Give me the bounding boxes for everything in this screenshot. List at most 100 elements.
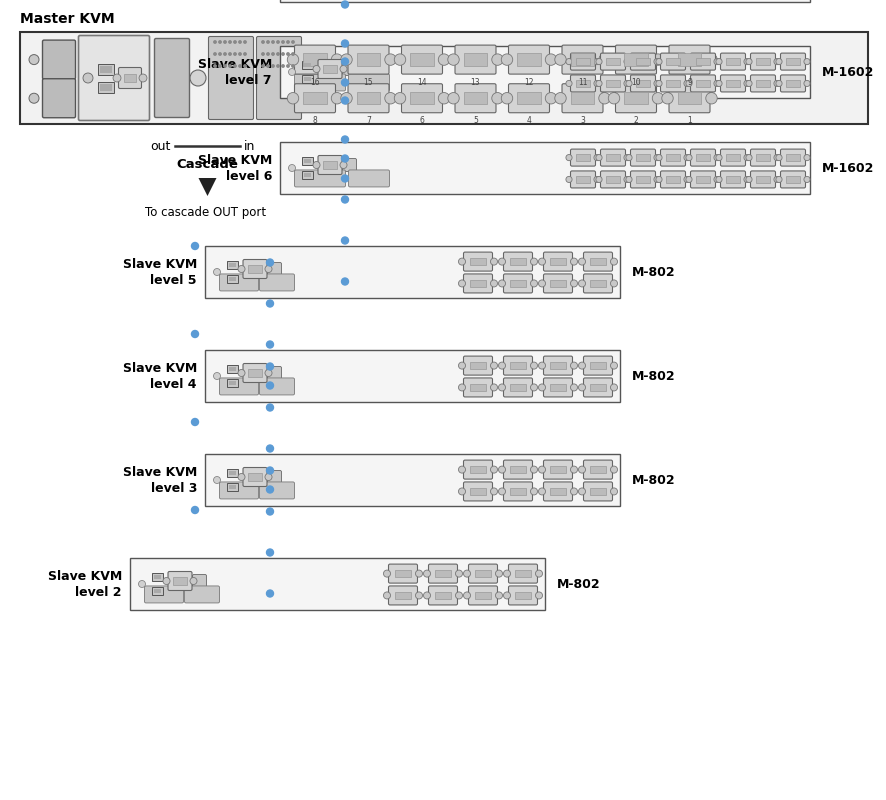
Bar bbox=[625, 92, 648, 105]
FancyBboxPatch shape bbox=[660, 75, 686, 92]
FancyBboxPatch shape bbox=[720, 149, 745, 166]
Circle shape bbox=[424, 570, 431, 577]
Bar bbox=[756, 58, 770, 65]
FancyBboxPatch shape bbox=[243, 467, 267, 486]
Bar bbox=[510, 466, 526, 474]
FancyBboxPatch shape bbox=[388, 564, 417, 583]
Circle shape bbox=[776, 154, 782, 161]
Circle shape bbox=[267, 404, 274, 411]
Bar bbox=[590, 280, 606, 287]
Bar bbox=[229, 263, 237, 267]
FancyBboxPatch shape bbox=[720, 53, 745, 70]
Bar bbox=[228, 469, 238, 477]
Bar bbox=[576, 176, 590, 182]
Circle shape bbox=[531, 466, 538, 473]
FancyBboxPatch shape bbox=[690, 171, 716, 188]
Circle shape bbox=[773, 154, 780, 161]
FancyBboxPatch shape bbox=[616, 84, 657, 113]
Circle shape bbox=[499, 258, 506, 265]
FancyBboxPatch shape bbox=[750, 75, 775, 92]
Circle shape bbox=[531, 280, 538, 287]
Circle shape bbox=[744, 154, 750, 161]
Circle shape bbox=[447, 54, 459, 66]
Circle shape bbox=[495, 592, 502, 599]
Circle shape bbox=[626, 58, 632, 65]
Circle shape bbox=[239, 65, 241, 67]
Circle shape bbox=[706, 54, 718, 66]
Circle shape bbox=[656, 176, 662, 182]
Text: 2: 2 bbox=[633, 116, 639, 126]
Bar bbox=[636, 80, 649, 87]
Circle shape bbox=[191, 418, 198, 426]
FancyBboxPatch shape bbox=[503, 274, 532, 293]
Circle shape bbox=[684, 176, 690, 182]
Text: in: in bbox=[244, 139, 255, 153]
Circle shape bbox=[776, 80, 782, 86]
Circle shape bbox=[384, 592, 391, 599]
Circle shape bbox=[190, 70, 206, 86]
Circle shape bbox=[662, 54, 673, 66]
Circle shape bbox=[656, 154, 662, 161]
FancyBboxPatch shape bbox=[660, 171, 686, 188]
Bar bbox=[228, 365, 238, 373]
FancyBboxPatch shape bbox=[690, 53, 716, 70]
Text: M-1602: M-1602 bbox=[822, 66, 874, 78]
Bar bbox=[229, 277, 237, 281]
Circle shape bbox=[501, 93, 513, 104]
Circle shape bbox=[555, 54, 566, 66]
Bar bbox=[727, 176, 740, 182]
Circle shape bbox=[244, 65, 246, 67]
Circle shape bbox=[191, 242, 198, 250]
Bar bbox=[636, 176, 649, 182]
Bar bbox=[205, 454, 620, 506]
Polygon shape bbox=[198, 178, 216, 196]
Circle shape bbox=[219, 53, 222, 55]
Circle shape bbox=[535, 592, 542, 599]
FancyBboxPatch shape bbox=[601, 75, 626, 92]
Circle shape bbox=[244, 41, 246, 43]
Bar bbox=[696, 58, 710, 65]
FancyBboxPatch shape bbox=[781, 75, 805, 92]
Bar bbox=[756, 154, 770, 161]
Circle shape bbox=[626, 176, 632, 182]
FancyBboxPatch shape bbox=[781, 149, 805, 166]
Text: Cascade: Cascade bbox=[176, 158, 238, 170]
Circle shape bbox=[341, 79, 348, 86]
Bar bbox=[205, 246, 620, 298]
Bar bbox=[606, 154, 620, 161]
Circle shape bbox=[610, 466, 618, 473]
Bar bbox=[152, 573, 164, 581]
FancyBboxPatch shape bbox=[720, 171, 745, 188]
Circle shape bbox=[566, 176, 572, 182]
FancyBboxPatch shape bbox=[631, 75, 656, 92]
Bar bbox=[727, 58, 740, 65]
Circle shape bbox=[706, 93, 718, 104]
Circle shape bbox=[385, 93, 396, 104]
Circle shape bbox=[571, 384, 578, 391]
Circle shape bbox=[267, 508, 274, 515]
Text: Slave KVM
level 3: Slave KVM level 3 bbox=[123, 466, 197, 494]
FancyBboxPatch shape bbox=[455, 84, 496, 113]
Circle shape bbox=[503, 570, 510, 577]
Bar bbox=[550, 384, 566, 391]
FancyBboxPatch shape bbox=[463, 460, 493, 479]
Bar bbox=[435, 570, 451, 578]
Circle shape bbox=[714, 176, 720, 182]
Circle shape bbox=[287, 53, 289, 55]
Bar bbox=[576, 80, 590, 87]
Circle shape bbox=[596, 176, 602, 182]
FancyBboxPatch shape bbox=[584, 460, 612, 479]
Circle shape bbox=[531, 488, 538, 495]
FancyBboxPatch shape bbox=[79, 35, 150, 121]
Bar bbox=[98, 63, 114, 74]
FancyBboxPatch shape bbox=[584, 274, 612, 293]
Circle shape bbox=[654, 154, 660, 161]
Circle shape bbox=[282, 65, 284, 67]
Circle shape bbox=[214, 477, 221, 483]
Circle shape bbox=[394, 93, 406, 104]
Circle shape bbox=[455, 592, 462, 599]
Circle shape bbox=[394, 54, 406, 66]
Circle shape bbox=[458, 466, 465, 473]
Bar bbox=[696, 154, 710, 161]
FancyBboxPatch shape bbox=[509, 84, 549, 113]
